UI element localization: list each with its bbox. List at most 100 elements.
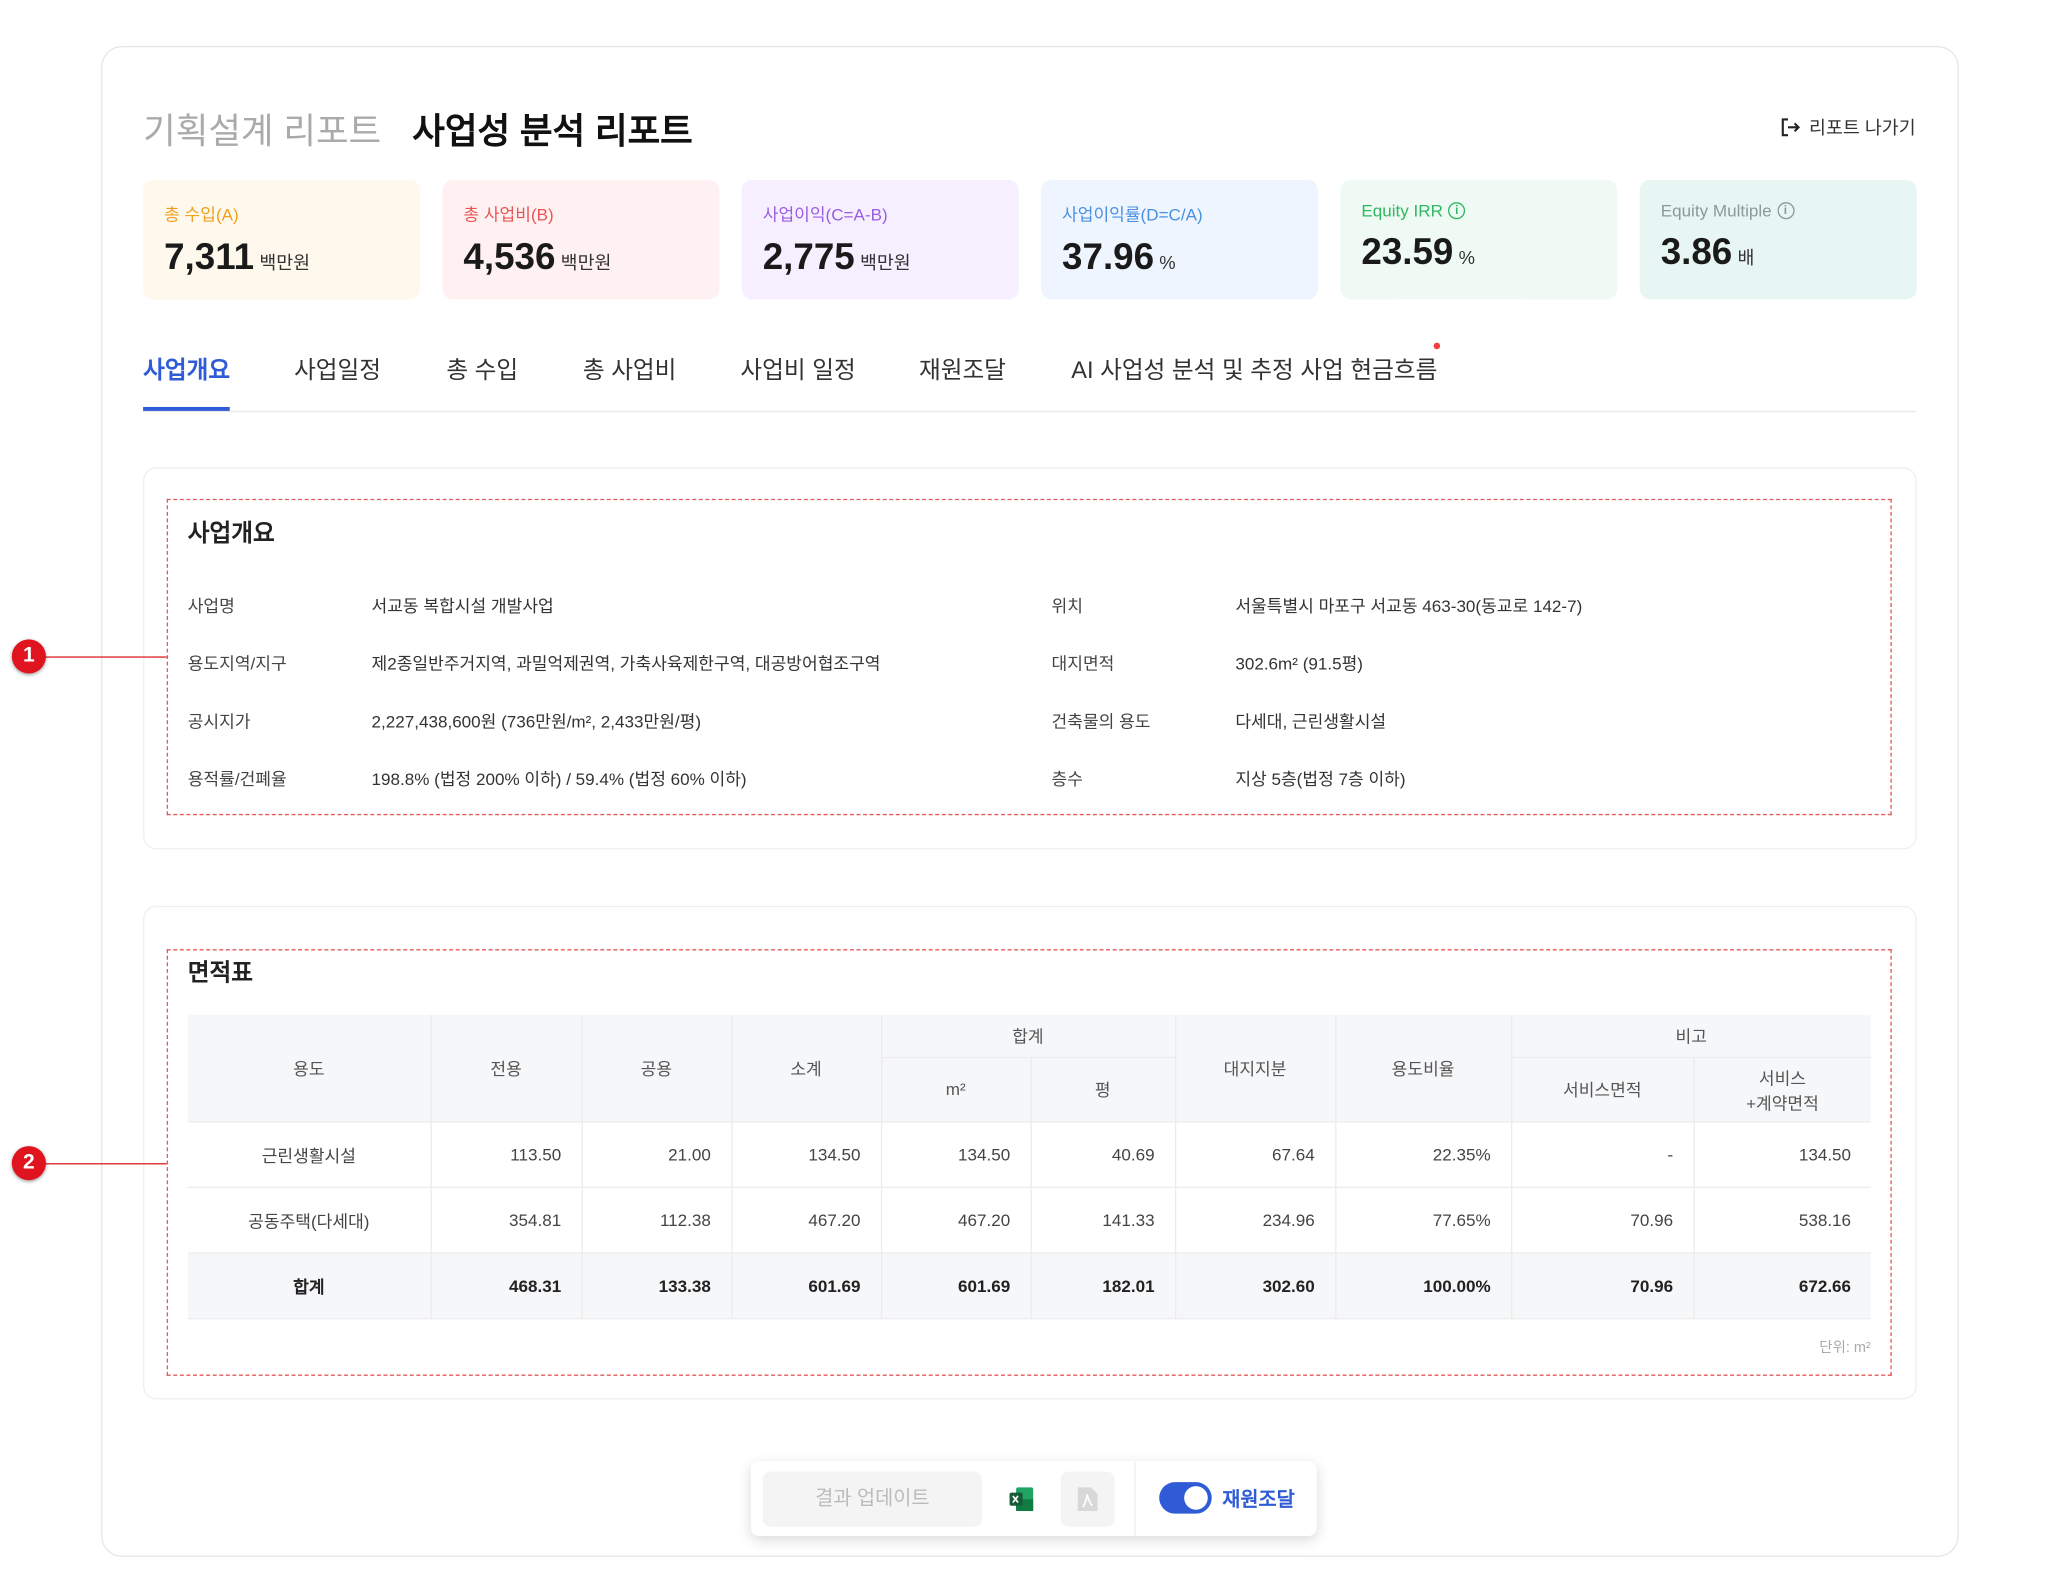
table-cell: 467.20: [880, 1186, 1032, 1254]
report-container: [101, 45, 1959, 1557]
overview-label: 대지면적: [1051, 653, 1115, 674]
pdf-icon: [1077, 1487, 1098, 1512]
header-service-contract-line2: +계약면적: [1746, 1092, 1819, 1113]
table-cell: 113.50: [429, 1120, 583, 1188]
overview-value: 서울특별시 마포구 서교동 463-30(동교로 142-7): [1235, 596, 1583, 616]
pdf-button[interactable]: [1060, 1471, 1115, 1527]
table-cell: 234.96: [1174, 1186, 1336, 1254]
overview-value: 제2종일반주거지역, 과밀억제권역, 가축사육제한구역, 대공방어협조구역: [371, 653, 881, 674]
header-service-contract-line1: 서비스: [1758, 1067, 1807, 1088]
bottom-toolbar: 결과 업데이트 재원조달: [750, 1461, 1317, 1536]
area-table-title: 면적표: [187, 959, 253, 986]
overview-title: 사업개요: [187, 519, 275, 547]
table-cell: 141.33: [1029, 1186, 1176, 1254]
table-cell: 302.60: [1174, 1251, 1336, 1319]
table-cell: 133.38: [580, 1251, 732, 1319]
kpi-unit: 백만원: [259, 252, 311, 274]
table-cell: 22.35%: [1334, 1120, 1512, 1188]
kpi-unit: %: [1159, 252, 1176, 274]
kpi-value: 37.96: [1062, 236, 1155, 278]
tab-4[interactable]: 사업비 일정: [740, 357, 856, 384]
table-cell: 40.69: [1029, 1120, 1176, 1188]
table-cell: 77.65%: [1334, 1186, 1512, 1254]
info-icon[interactable]: i: [1448, 202, 1466, 220]
overview-value: 198.8% (법정 200% 이하) / 59.4% (법정 60% 이하): [371, 769, 747, 789]
kpi-card-total-cost: 총 사업비(B) 4,536 백만원: [442, 179, 720, 300]
notification-dot: [1433, 342, 1441, 350]
logout-icon: [1781, 118, 1801, 137]
overview-value: 302.6m² (91.5평): [1235, 653, 1363, 674]
update-results-button[interactable]: 결과 업데이트: [762, 1471, 982, 1527]
exit-report-button[interactable]: 리포트 나가기: [1780, 114, 1916, 140]
table-cell: 468.31: [429, 1251, 583, 1319]
excel-icon[interactable]: [1008, 1486, 1034, 1512]
tab-planning-report[interactable]: 기획설계 리포트: [143, 111, 382, 151]
kpi-card-equity-irr: Equity IRR i 23.59%: [1340, 179, 1618, 300]
overview-card: [143, 467, 1917, 850]
table-total-row: 합계 468.31 133.38 601.69 601.69 182.01 302.60 10…: [187, 1251, 1871, 1319]
table-cell: 67.64: [1174, 1120, 1336, 1188]
tab-6[interactable]: AI 사업성 분석 및 추정 사업 현금흐름: [1071, 357, 1438, 384]
kpi-unit: 백만원: [560, 252, 612, 274]
header-pyeong: 평: [1029, 1056, 1176, 1122]
kpi-unit: 백만원: [859, 252, 911, 274]
overview-label: 용적률/건폐율: [187, 769, 287, 789]
table-row: 공동주택(다세대) 354.81 112.38 467.20 467.20 141.33 2…: [187, 1186, 1871, 1254]
kpi-label: 총 수입(A): [164, 204, 239, 225]
funding-toggle-label: 재원조달: [1222, 1488, 1295, 1512]
header-land-share: 대지지분: [1174, 1014, 1336, 1122]
table-cell: 근린생활시설: [187, 1120, 432, 1188]
highlight-box-2: [166, 949, 1892, 1376]
kpi-card-equity-multiple: Equity Multiple i 3.86 배: [1639, 179, 1917, 300]
marker-line-2: [28, 1163, 167, 1165]
tab-1[interactable]: 사업일정: [294, 357, 382, 384]
highlight-box-1: [166, 498, 1892, 816]
table-cell: 354.81: [429, 1186, 583, 1254]
header-note: 비고: [1510, 1014, 1871, 1058]
kpi-value: 3.86: [1660, 231, 1733, 272]
unit-note: 단위: m²: [1819, 1340, 1871, 1357]
overview-value: 지상 5층(법정 7층 이하): [1235, 769, 1406, 789]
header-service: 서비스면적: [1510, 1056, 1695, 1122]
kpi-label: Equity IRR: [1361, 200, 1443, 221]
overview-value: 다세대, 근린생활시설: [1235, 711, 1387, 732]
kpi-card-profit: 사업이익(C=A-B) 2,775 백만원: [741, 179, 1019, 300]
kpi-value: 4,536: [463, 236, 556, 278]
header-m2: m²: [880, 1056, 1032, 1122]
info-icon[interactable]: i: [1776, 202, 1795, 220]
overview-label: 사업명: [187, 596, 235, 616]
header-ratio: 용도비율: [1334, 1014, 1512, 1122]
table-row: 근린생활시설 113.50 21.00 134.50 134.50 40.69 67.64 2…: [187, 1120, 1871, 1188]
table-cell: 100.00%: [1334, 1251, 1512, 1319]
overview-value: 서교동 복합시설 개발사업: [371, 596, 554, 616]
tab-0[interactable]: 사업개요: [143, 352, 231, 411]
tab-5[interactable]: 재원조달: [918, 357, 1006, 384]
kpi-value: 23.59: [1361, 231, 1454, 272]
table-cell: 134.50: [730, 1120, 882, 1188]
tab-bar: 사업개요 사업일정 총 수입 총 사업비 사업비 일정 재원조달 AI 사업성 분석 및 추…: [143, 352, 1917, 413]
header-use: 용도: [187, 1014, 432, 1122]
table-cell: 538.16: [1692, 1186, 1871, 1254]
table-cell: 134.50: [880, 1120, 1032, 1188]
kpi-card-profit-rate: 사업이익률(D=C/A) 37.96%: [1041, 179, 1319, 300]
kpi-value: 2,775: [762, 236, 855, 278]
table-cell: 공동주택(다세대): [187, 1186, 432, 1254]
area-table: 용도 전용 공용 소계 합계 대지지분 용도비율 비고 m² 평 서비스면적 서…: [187, 1014, 1871, 1319]
tab-2[interactable]: 총 수입: [446, 357, 519, 384]
exit-report-label: 리포트 나가기: [1809, 116, 1916, 138]
table-cell: 134.50: [1692, 1120, 1871, 1188]
table-cell: 21.00: [580, 1120, 732, 1188]
header-service-contract: 서비스 +계약면적: [1692, 1056, 1871, 1122]
kpi-unit: 배: [1737, 246, 1755, 268]
table-cell: 601.69: [880, 1251, 1032, 1319]
table-cell: -: [1510, 1120, 1695, 1188]
overview-label: 층수: [1051, 769, 1083, 789]
header-common: 공용: [580, 1014, 732, 1122]
header-exclusive: 전용: [429, 1014, 583, 1122]
table-cell: 합계: [187, 1251, 432, 1319]
table-cell: 182.01: [1029, 1251, 1176, 1319]
funding-toggle[interactable]: [1159, 1482, 1212, 1514]
tab-3[interactable]: 총 사업비: [582, 357, 677, 384]
overview-label: 건축물의 용도: [1051, 711, 1151, 732]
overview-label: 공시지가: [187, 711, 251, 732]
